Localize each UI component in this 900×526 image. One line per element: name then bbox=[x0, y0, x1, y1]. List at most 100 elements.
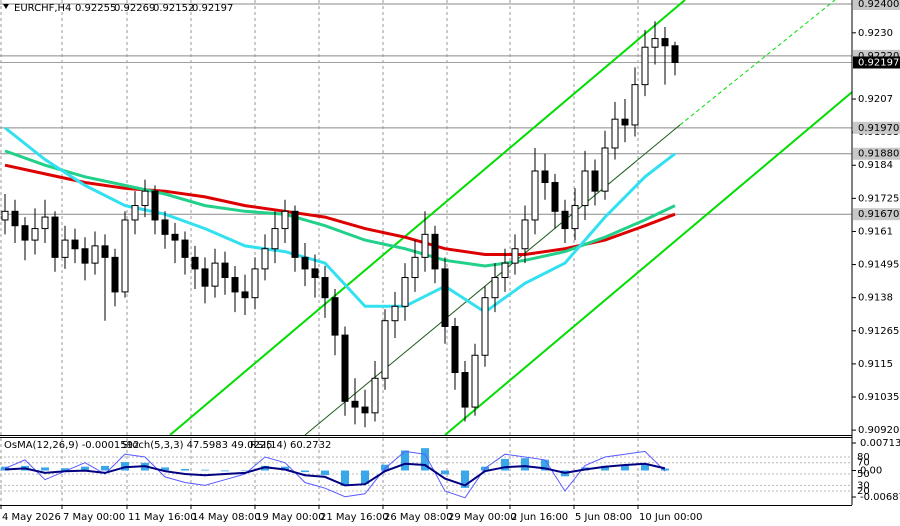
candle-body bbox=[451, 325, 459, 374]
candle-body bbox=[71, 239, 79, 250]
osma-bar bbox=[101, 465, 109, 471]
level-label-box bbox=[853, 121, 900, 134]
candle-body bbox=[281, 210, 289, 230]
bid-label-box bbox=[853, 56, 900, 69]
osma-bar bbox=[201, 469, 209, 471]
level-label: 0.92220 bbox=[858, 51, 899, 62]
osma-bar bbox=[621, 464, 629, 471]
candle-body bbox=[441, 268, 449, 327]
trend-line bbox=[679, 0, 836, 126]
y-tick-label: 0.91265 bbox=[858, 326, 899, 337]
trend-line bbox=[444, 91, 853, 436]
moving-average bbox=[4, 126, 676, 314]
candle-body bbox=[401, 277, 409, 307]
trend-line bbox=[169, 0, 686, 436]
bid-label: 0.92197 bbox=[858, 57, 899, 68]
candle-body bbox=[531, 170, 539, 221]
candle-body bbox=[1, 210, 9, 221]
y-tick-label: 0.9115 bbox=[858, 359, 893, 370]
x-tick-label: 5 Jun 08:00 bbox=[575, 512, 632, 523]
candle-body bbox=[251, 268, 259, 299]
y-tick-label: 0.91035 bbox=[858, 392, 899, 403]
candle-body bbox=[171, 233, 179, 241]
candle-body bbox=[341, 334, 349, 402]
candle-body bbox=[511, 248, 519, 264]
header-value: 0.92255 bbox=[75, 3, 116, 14]
osma-bar bbox=[521, 458, 529, 471]
candle-body bbox=[421, 233, 429, 258]
candle-body bbox=[101, 245, 109, 258]
moving-average bbox=[4, 149, 676, 268]
candle-body bbox=[41, 216, 49, 230]
header-value: 0.92269 bbox=[114, 3, 155, 14]
candle-body bbox=[391, 305, 399, 322]
candle-body bbox=[611, 118, 619, 149]
candle-body bbox=[481, 297, 489, 356]
osma-bar bbox=[221, 470, 229, 472]
header-value: 0.92152 bbox=[153, 3, 194, 14]
indicator-label: Stoch(5,3,3) 47.5983 49.0225 bbox=[122, 440, 273, 451]
candle-body bbox=[201, 268, 209, 287]
symbol-icon bbox=[3, 4, 9, 9]
candle-body bbox=[91, 245, 99, 264]
candle-body bbox=[211, 262, 219, 287]
candle-body bbox=[381, 320, 389, 379]
candle-body bbox=[501, 262, 509, 279]
y-tick-label: 0.9138 bbox=[858, 293, 893, 304]
candle-body bbox=[621, 118, 629, 126]
y-tick-label: 0.00 bbox=[860, 466, 882, 477]
candle-body bbox=[161, 219, 169, 235]
x-tick-label: 29 May 00:00 bbox=[448, 512, 517, 523]
osma-bar bbox=[601, 465, 609, 471]
candle-body bbox=[191, 256, 199, 270]
chart-title: EURCHF,H4 bbox=[14, 3, 71, 14]
candle-body bbox=[571, 205, 579, 230]
x-tick-label: 4 May 2026 bbox=[2, 512, 61, 523]
osc-tick-label: 20 bbox=[857, 486, 870, 497]
y-tick-label: 0.9207 bbox=[858, 94, 893, 105]
candle-body bbox=[181, 239, 189, 258]
candle-body bbox=[541, 170, 549, 184]
candle-body bbox=[51, 216, 59, 258]
osma-bar bbox=[541, 459, 549, 471]
y-tick-label: 0.9184 bbox=[858, 160, 893, 171]
x-tick-label: 11 May 16:00 bbox=[128, 512, 197, 523]
candle-body bbox=[21, 225, 29, 241]
candle-body bbox=[241, 291, 249, 299]
candle-body bbox=[221, 262, 229, 279]
level-label-box bbox=[853, 147, 900, 160]
osc-tick-label: 70 bbox=[857, 458, 870, 469]
candle-body bbox=[601, 147, 609, 192]
y-tick-label: 0.91725 bbox=[858, 193, 899, 204]
candle-body bbox=[291, 210, 299, 258]
moving-average bbox=[4, 163, 676, 256]
candle-body bbox=[461, 372, 469, 408]
y-tick-label: -0.00687 bbox=[860, 492, 900, 503]
level-label: 0.91670 bbox=[858, 209, 899, 220]
candle-body bbox=[271, 228, 279, 250]
stoch-line bbox=[4, 450, 666, 499]
osma-bar bbox=[661, 468, 669, 471]
candle-body bbox=[551, 182, 559, 212]
candle-body bbox=[131, 205, 139, 221]
osma-bar bbox=[301, 470, 309, 473]
osma-bar bbox=[81, 466, 89, 471]
level-label: 0.91880 bbox=[858, 149, 899, 160]
candle-body bbox=[371, 377, 379, 414]
candle-body bbox=[561, 210, 569, 230]
osma-bar bbox=[461, 470, 469, 488]
y-tick-label: 0.00713 bbox=[860, 438, 900, 449]
y-tick-label: 0.9230 bbox=[858, 28, 893, 39]
candle-body bbox=[301, 256, 309, 270]
candle-body bbox=[351, 400, 359, 408]
header-value: 0.92197 bbox=[192, 3, 233, 14]
x-tick-label: 19 May 00:00 bbox=[256, 512, 325, 523]
rsi-line bbox=[4, 462, 666, 487]
osma-bar bbox=[321, 470, 329, 476]
osma-bar bbox=[501, 458, 509, 471]
osma-bar bbox=[421, 448, 429, 471]
candle-body bbox=[361, 406, 369, 414]
osma-bar bbox=[161, 467, 169, 471]
candle-body bbox=[331, 297, 339, 336]
